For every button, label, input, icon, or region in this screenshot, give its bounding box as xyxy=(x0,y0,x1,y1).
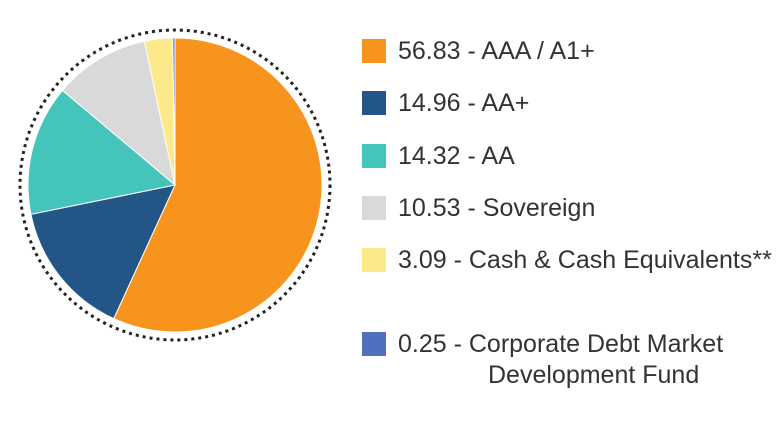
legend-swatch xyxy=(362,39,386,63)
dashed-ring xyxy=(18,28,332,342)
legend-label: 14.96 - AA+ xyxy=(398,89,530,117)
legend-label: 56.83 - AAA / A1+ xyxy=(398,37,595,65)
pie-slice xyxy=(113,37,323,333)
legend-label: 14.32 - AA xyxy=(398,142,515,170)
pie-slice xyxy=(61,40,176,187)
legend-label: 0.25 - Corporate Debt Market Development… xyxy=(398,330,724,389)
legend-swatch xyxy=(362,91,386,115)
chart xyxy=(18,28,332,342)
pie-slice xyxy=(30,184,176,320)
legend-swatch xyxy=(362,332,386,356)
legend-swatch xyxy=(362,248,386,272)
legend-label: 10.53 - Sovereign xyxy=(398,194,596,222)
legend-label: 3.09 - Cash & Cash Equivalents** xyxy=(398,246,772,274)
legend-swatch xyxy=(362,144,386,168)
pie-slice xyxy=(172,37,176,186)
pie-slice xyxy=(27,89,177,215)
legend-swatch xyxy=(362,196,386,220)
